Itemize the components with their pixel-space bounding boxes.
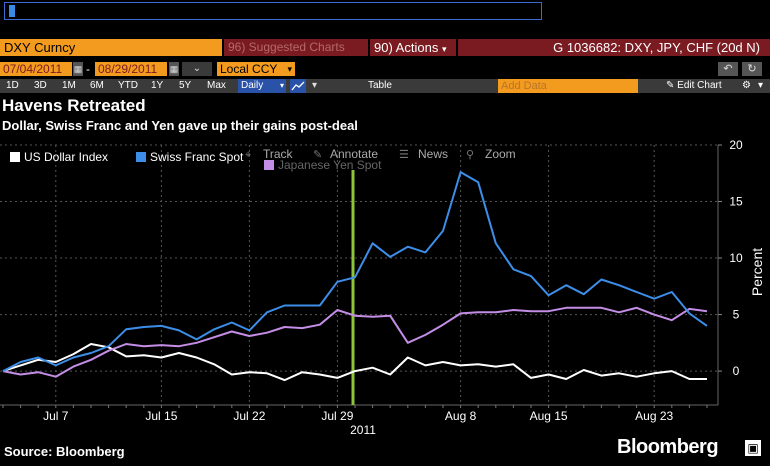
undo-icon[interactable]: ↶ [718,62,738,76]
chevron-down-icon: ▾ [287,64,292,74]
end-date-field[interactable]: 08/29/2011 [95,62,167,76]
chevron-down-icon: ▾ [279,81,284,90]
series-line-usd [2,343,707,382]
y-tick-label: 0 [733,364,740,378]
y-tick-label: 15 [729,195,743,209]
range-1y-button[interactable]: 1Y [151,80,164,91]
date-separator: - [86,62,90,76]
period-selector[interactable]: ⌄ [182,62,212,76]
track-button[interactable]: Track [263,147,294,161]
y-axis: 0 5 10 15 20 [718,138,743,378]
function-title: G 1036682: DXY, JPY, CHF (20d N) [458,39,770,56]
legend-label-jpy: Japanese Yen Spot [278,158,382,172]
news-button[interactable]: News [418,147,448,161]
chart-options-icon[interactable]: ▾ [312,80,318,91]
x-tick-label: Aug 23 [635,409,673,423]
actions-menu-button[interactable]: 90) Actions ▾ [370,39,456,56]
annotate-icon[interactable]: ✎ [313,149,322,161]
source-note: Source: Bloomberg [4,444,125,459]
currency-label: Local CCY [220,62,278,76]
command-line-input[interactable] [4,2,542,20]
start-date-field[interactable]: 07/04/2011 [0,62,72,76]
range-ytd-button[interactable]: YTD [118,80,138,91]
settings-icon[interactable]: ⚙ [742,80,751,91]
x-tick-label: Jul 7 [43,409,69,423]
range-max-button[interactable]: Max [207,80,226,91]
range-3d-button[interactable]: 3D [34,80,47,91]
edit-chart-button[interactable]: ✎ Edit Chart [666,79,722,93]
crosshair-icon[interactable]: ⌖ [245,149,251,161]
annotate-button[interactable]: Annotate [330,147,378,161]
x-tick-label: Jul 22 [233,409,265,423]
x-tick-label: Aug 8 [445,409,477,423]
legend-swatch-jpy [264,160,274,170]
chevron-down-icon[interactable]: ▾ [758,80,764,91]
legend-label-chf: Swiss Franc Spot [150,150,244,164]
calendar-icon[interactable]: ▦ [169,62,179,76]
chart-interaction-menu: ⌖ Track ✎ Annotate ☰ News ⚲ Zoom [245,147,516,161]
suggested-charts-button[interactable]: 96) Suggested Charts [224,39,368,56]
series-line-chf [2,171,708,372]
table-button[interactable]: Table [368,80,392,91]
y-tick-label: 5 [733,308,740,322]
calendar-icon[interactable]: ▦ [73,62,83,76]
terminal-icon: ▣ [745,440,761,456]
legend: US Dollar Index Swiss Franc Spot Japanes… [10,150,382,172]
range-1d-button[interactable]: 1D [6,80,19,91]
chevron-down-icon: ▾ [441,44,447,54]
y-tick-label: 20 [729,138,743,152]
currency-select[interactable]: Local CCY ▾ [217,62,295,76]
range-5y-button[interactable]: 5Y [179,80,192,91]
series-lines [2,171,708,382]
frequency-label: Daily [241,80,264,91]
brand-logo: Bloomberg [617,436,719,458]
edit-chart-label: Edit Chart [677,80,722,91]
x-axis-label: 2011 [350,423,376,437]
legend-swatch-chf [136,152,146,162]
y-axis-label: Percent [749,248,765,296]
refresh-icon[interactable]: ↻ [742,62,762,76]
range-1m-button[interactable]: 1M [62,80,76,91]
range-6m-button[interactable]: 6M [90,80,104,91]
line-chart-icon[interactable] [290,79,306,93]
x-tick-label: Aug 15 [530,409,568,423]
x-tick-label: Jul 29 [321,409,353,423]
command-cursor [9,5,15,17]
news-icon[interactable]: ☰ [399,149,409,161]
legend-swatch-usd [10,152,20,162]
y-tick-label: 10 [729,251,743,265]
pencil-icon: ✎ [666,80,675,91]
chart-subtitle: Dollar, Swiss Franc and Yen gave up thei… [2,118,358,133]
add-data-input[interactable]: Add Data [498,79,638,93]
chart-title: Havens Retreated [2,96,146,115]
x-axis: Jul 7 Jul 15 Jul 22 Jul 29 Aug 8 Aug 15 Aug 23 [2,405,708,423]
series-line-jpy [2,306,708,378]
actions-label: 90) Actions [374,40,439,55]
frequency-select[interactable]: Daily ▾ [238,79,286,93]
legend-label-usd: US Dollar Index [24,150,108,164]
zoom-icon[interactable]: ⚲ [466,149,474,161]
x-tick-label: Jul 15 [145,409,177,423]
security-field[interactable]: DXY Curncy [0,39,222,56]
zoom-button[interactable]: Zoom [485,147,516,161]
grid-lines [0,144,719,406]
